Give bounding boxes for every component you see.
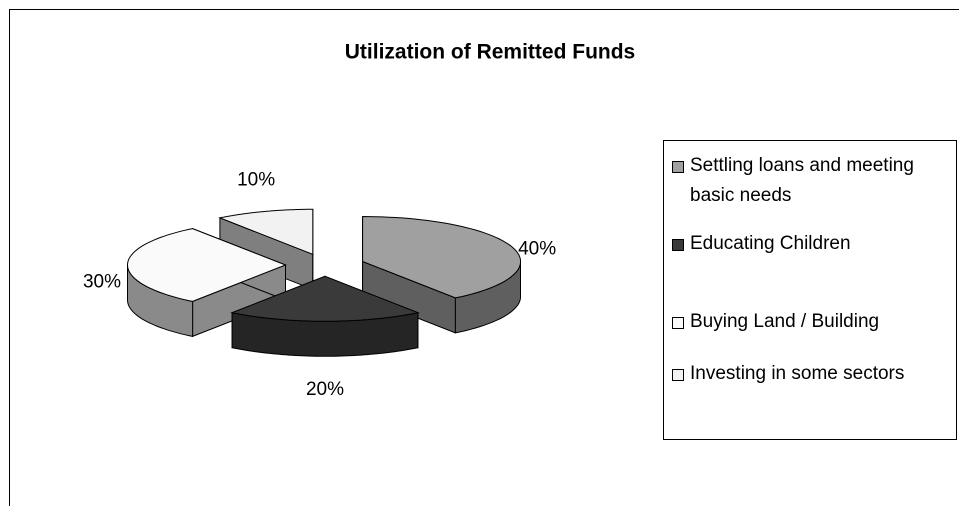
slice-top — [218, 208, 314, 256]
data-label: 40% — [518, 238, 556, 259]
legend-item: Buying Land / Building — [672, 307, 952, 337]
legend-item: Investing in some sectors — [672, 359, 952, 389]
legend-swatch — [672, 317, 684, 329]
pie-slice — [362, 215, 521, 334]
legend: Settling loans and meeting basic needs Ed… — [663, 140, 957, 440]
legend-item: Educating Children — [672, 229, 952, 259]
slice-top — [362, 215, 521, 299]
legend-label: Educating Children — [690, 233, 851, 254]
data-label: 20% — [306, 379, 344, 400]
pie-slice — [126, 227, 287, 338]
data-label: 30% — [83, 272, 121, 293]
chart-title: Utilization of Remitted Funds — [345, 41, 635, 64]
slice-top — [126, 228, 287, 302]
legend-swatch — [672, 161, 684, 173]
slice-top — [230, 275, 420, 322]
legend-label: Buying Land / Building — [690, 311, 880, 332]
pie-slice — [230, 275, 420, 357]
pie-slice — [218, 208, 314, 291]
legend-label: Investing in some sectors — [690, 363, 905, 384]
data-label: 10% — [237, 169, 275, 190]
legend-swatch — [672, 369, 684, 381]
legend-label: Settling loans and meeting basic needs — [690, 155, 914, 206]
legend-swatch — [672, 239, 684, 251]
legend-item: Settling loans and meeting basic needs — [672, 151, 952, 211]
